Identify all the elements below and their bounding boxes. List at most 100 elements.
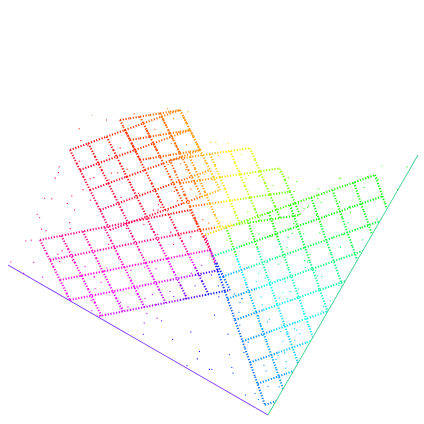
cloud-point (258, 233, 260, 235)
cloud-point (297, 288, 299, 290)
grid-stroke (293, 384, 322, 396)
cloud-point (302, 378, 304, 380)
cloud-point (82, 116, 84, 118)
cloud-point (314, 343, 316, 345)
cloud-point (190, 155, 192, 157)
cloud-point (404, 198, 406, 200)
cloud-point (324, 337, 326, 339)
cloud-point (386, 408, 388, 410)
cloud-point (26, 175, 28, 177)
cloud-point (127, 306, 129, 308)
cloud-point (267, 132, 269, 134)
grid-stroke (318, 184, 347, 196)
cloud-point (258, 315, 260, 317)
cloud-point (78, 128, 80, 130)
cloud-point (79, 169, 81, 171)
grid-stroke (340, 282, 353, 312)
cloud-point (247, 211, 249, 213)
cloud-point (55, 156, 57, 158)
grid-stroke (162, 162, 171, 178)
cloud-point (373, 355, 375, 357)
grid-stroke (196, 177, 214, 182)
cloud-point (355, 108, 357, 110)
cloud-point (296, 181, 298, 183)
cloud-point (282, 324, 284, 327)
cloud-point (11, 106, 13, 108)
cloud-point (217, 154, 220, 157)
grid-stroke (60, 235, 69, 250)
grid-stroke (289, 204, 301, 234)
cloud-point (142, 333, 144, 335)
cloud-point (287, 177, 289, 179)
grid-stroke (204, 191, 211, 205)
grid-stroke (191, 169, 211, 178)
cloud-point (278, 386, 280, 388)
grid-stroke (109, 264, 136, 271)
cloud-point (381, 257, 383, 259)
grid-stroke (398, 322, 418, 335)
grid-stroke (325, 205, 355, 218)
cloud-point (198, 104, 200, 106)
grid-stroke (234, 211, 241, 225)
cloud-point (332, 136, 334, 138)
grid-stroke (179, 182, 186, 196)
grid-stroke (169, 132, 175, 141)
cloud-point (266, 321, 268, 323)
cloud-point (244, 394, 247, 396)
cloud-point (285, 367, 287, 369)
cloud-point (89, 199, 91, 201)
cloud-point (93, 177, 95, 179)
cloud-point (360, 345, 362, 347)
cloud-point (370, 281, 372, 283)
cloud-point (31, 117, 33, 120)
cloud-point (394, 116, 396, 118)
cloud-point (333, 354, 336, 356)
cloud-point (366, 225, 368, 228)
cloud-point (180, 163, 182, 165)
cloud-point (276, 235, 278, 237)
grid-stroke (39, 234, 66, 241)
cloud-point (34, 174, 36, 176)
cloud-point (84, 266, 86, 268)
cloud-point (117, 172, 119, 174)
cloud-point (219, 221, 221, 223)
grid-stroke (266, 276, 279, 306)
cloud-point (361, 311, 363, 313)
cloud-point (364, 120, 366, 122)
cloud-point (303, 259, 305, 261)
grid-stroke (244, 185, 251, 199)
grid-stroke (169, 274, 196, 281)
cloud-point (204, 161, 206, 163)
grid-stroke (246, 169, 264, 175)
cloud-point (43, 133, 45, 136)
cloud-point (396, 121, 398, 123)
cloud-point (204, 173, 206, 175)
grid-stroke (209, 203, 216, 216)
cloud-point (169, 290, 171, 292)
cloud-point (351, 311, 354, 313)
cloud-point (270, 280, 272, 282)
cloud-point (338, 201, 341, 203)
cloud-point (367, 381, 370, 383)
cloud-point (88, 111, 90, 113)
cloud-point (309, 253, 311, 255)
cloud-point (312, 131, 315, 133)
cloud-point (211, 114, 213, 116)
cloud-point (210, 255, 212, 257)
cloud-point (378, 365, 380, 367)
grid-stroke (291, 289, 321, 301)
cloud-point (73, 232, 75, 234)
cloud-point (182, 194, 185, 196)
cloud-point (185, 144, 188, 146)
cloud-point (119, 147, 121, 149)
cloud-point (184, 298, 186, 300)
grid-stroke (253, 144, 271, 149)
cloud-point (226, 239, 228, 241)
cloud-point (21, 280, 23, 282)
cloud-point (133, 113, 135, 115)
grid-stroke (105, 136, 115, 151)
cloud-point (346, 110, 348, 112)
cloud-point (213, 314, 216, 316)
grid-stroke (391, 301, 418, 314)
grid-stroke (216, 224, 234, 229)
